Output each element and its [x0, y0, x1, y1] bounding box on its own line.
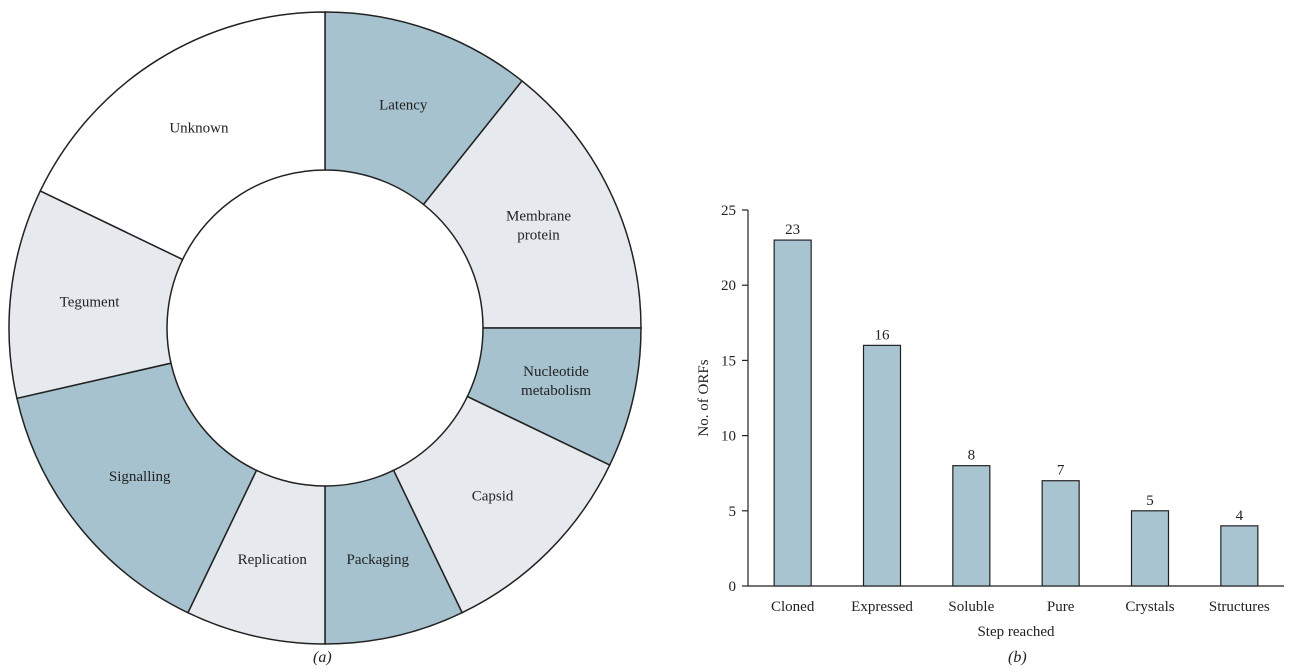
- data-label-crystals: 5: [1146, 493, 1154, 509]
- bar-crystals: [1130, 510, 1170, 587]
- y-tick-label: 5: [729, 504, 737, 520]
- bar-soluble: [952, 465, 991, 587]
- slice-membrane-protein: [422, 79, 642, 329]
- slice-signalling: [16, 362, 258, 614]
- data-label-expressed: 16: [875, 327, 891, 343]
- bar-structures: [1220, 525, 1259, 587]
- slice-label-capsid: Capsid: [472, 489, 514, 505]
- slice-label-nucleotide-metabolism: Nucleotide metabolism: [521, 364, 591, 399]
- bar-pure: [1041, 480, 1080, 587]
- x-axis-title: Step reached: [977, 624, 1055, 640]
- y-axis-title: No. of ORFs: [696, 359, 712, 436]
- y-tick-label: 15: [721, 353, 736, 369]
- data-label-cloned: 23: [785, 222, 800, 238]
- y-tick-label: 20: [721, 278, 736, 294]
- caption-a: (a): [313, 649, 332, 666]
- data-label-soluble: 8: [968, 448, 976, 464]
- y-tick-label: 0: [729, 579, 737, 595]
- y-tick-label: 10: [721, 429, 736, 445]
- x-tick-label-soluble: Soluble: [948, 599, 994, 615]
- slice-unknown: [39, 11, 326, 261]
- slice-label-signalling: Signalling: [109, 469, 171, 485]
- slice-label-latency: Latency: [379, 97, 428, 113]
- x-tick-label-crystals: Crystals: [1125, 599, 1174, 615]
- data-label-pure: 7: [1057, 463, 1065, 479]
- slice-label-packaging: Packaging: [346, 552, 409, 568]
- x-tick-label-cloned: Cloned: [771, 599, 815, 615]
- bar-expressed: [862, 344, 902, 587]
- data-label-structures: 4: [1236, 508, 1244, 524]
- y-tick-label: 25: [721, 203, 736, 219]
- donut-chart: Latency Membrane protein Nucleotide metaboli…: [8, 11, 642, 645]
- x-tick-label-expressed: Expressed: [851, 599, 913, 615]
- x-tick-label-structures: Structures: [1209, 599, 1270, 615]
- bar-chart: 0 5 10 15 20 25 23 Cloned 16 Expressed 8 Soluble 7 Pu…: [696, 203, 1284, 640]
- x-tick-label-pure: Pure: [1047, 599, 1075, 615]
- slice-label-unknown: Unknown: [169, 120, 229, 136]
- slice-label-tegument: Tegument: [60, 294, 121, 310]
- slice-label-membrane-protein: Membrane protein: [506, 209, 571, 244]
- slice-label-replication: Replication: [238, 552, 308, 568]
- bar-cloned: [773, 239, 812, 587]
- caption-b: (b): [1008, 649, 1027, 666]
